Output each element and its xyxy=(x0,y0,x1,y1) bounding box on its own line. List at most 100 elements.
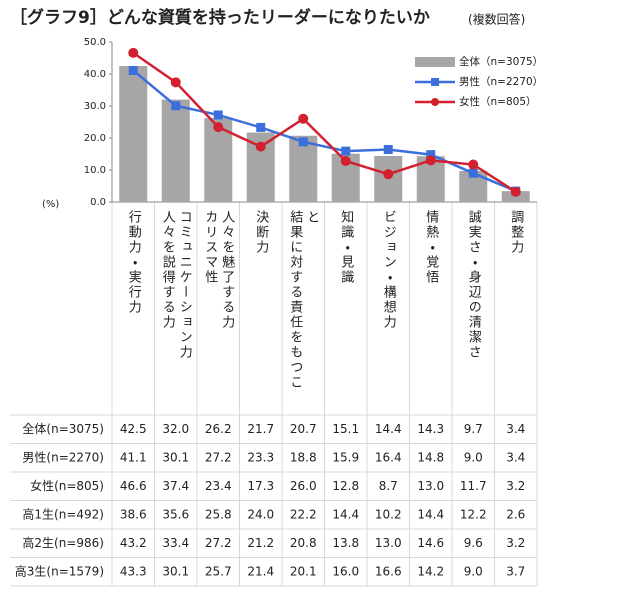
table-cell: 20.8 xyxy=(290,536,317,550)
x-tick-label: 情熱・覚悟 xyxy=(423,210,439,285)
table-cell: 20.7 xyxy=(290,422,317,436)
bar xyxy=(161,99,190,202)
chart-title: ［グラフ9］どんな資質を持ったリーダーになりたいか xyxy=(10,7,430,28)
bar xyxy=(289,135,318,202)
marker xyxy=(383,145,393,155)
table-cell: 20.1 xyxy=(290,564,317,578)
y-axis-label: (%) xyxy=(42,199,59,210)
y-tick-label: 50.0 xyxy=(84,37,106,48)
x-tick-label: カリスマ性 xyxy=(202,210,218,285)
table-cell: 3.2 xyxy=(506,479,525,493)
table-cell: 26.2 xyxy=(205,422,232,436)
table-cell: 14.4 xyxy=(417,507,444,521)
marker xyxy=(171,101,181,111)
bar xyxy=(119,66,148,202)
y-tick-label: 0.0 xyxy=(90,197,106,208)
table-cell: 3.4 xyxy=(506,422,525,436)
table-cell: 14.6 xyxy=(417,536,444,550)
table-cell: 25.8 xyxy=(205,507,232,521)
marker xyxy=(340,156,351,167)
table-cell: 24.0 xyxy=(247,507,274,521)
table-cell: 14.3 xyxy=(417,422,444,436)
legend-marker xyxy=(431,78,439,86)
table-cell: 16.6 xyxy=(375,564,402,578)
legend-marker xyxy=(431,98,439,106)
table-cell: 2.6 xyxy=(506,507,525,521)
x-tick-label: 人々を魅了する力 xyxy=(219,210,235,330)
table-cell: 10.2 xyxy=(375,507,402,521)
table-cell: 23.3 xyxy=(247,450,274,464)
table-cell: 15.1 xyxy=(332,422,359,436)
row-label: 高3生(n=1579) xyxy=(15,564,104,578)
row-label: 高2生(n=986) xyxy=(22,536,104,550)
legend-label: 全体（n=3075） xyxy=(459,55,543,68)
y-tick-label: 30.0 xyxy=(84,101,106,112)
y-tick-label: 10.0 xyxy=(84,165,106,176)
table-cell: 32.0 xyxy=(162,422,189,436)
marker xyxy=(510,186,521,197)
x-tick-label: 誠実さ・身辺の清潔さ xyxy=(466,209,482,360)
marker xyxy=(255,141,266,152)
chart-subtitle: (複数回答) xyxy=(468,12,525,27)
x-tick-label: 調整力 xyxy=(508,210,524,255)
table-cell: 3.4 xyxy=(506,450,525,464)
table-cell: 14.4 xyxy=(375,422,402,436)
table-cell: 43.3 xyxy=(120,564,147,578)
marker xyxy=(341,146,351,156)
marker xyxy=(213,110,223,120)
table-cell: 21.2 xyxy=(247,536,274,550)
table-cell: 13.0 xyxy=(417,479,444,493)
table-cell: 33.4 xyxy=(162,536,189,550)
table-cell: 25.7 xyxy=(205,564,232,578)
table-cell: 14.4 xyxy=(332,507,359,521)
x-tick-label: と xyxy=(304,210,319,225)
line xyxy=(132,51,517,193)
row-label: 全体(n=3075) xyxy=(22,422,104,436)
marker xyxy=(468,159,479,170)
row-label: 高1生(n=492) xyxy=(22,507,104,521)
table-cell: 35.6 xyxy=(162,507,189,521)
marker xyxy=(213,122,224,133)
table-cell: 12.2 xyxy=(460,507,487,521)
table-cell: 30.1 xyxy=(162,450,189,464)
table-cell: 38.6 xyxy=(120,507,147,521)
marker xyxy=(383,169,394,180)
legend-label: 女性（n=805） xyxy=(459,95,537,108)
table-cell: 23.4 xyxy=(205,479,232,493)
legend-swatch xyxy=(415,57,455,67)
x-tick-label: ビジョン・構想力 xyxy=(381,210,397,330)
table-cell: 14.2 xyxy=(417,564,444,578)
table-cell: 21.7 xyxy=(247,422,274,436)
table-cell: 12.8 xyxy=(332,479,359,493)
table-cell: 37.4 xyxy=(162,479,189,493)
table-cell: 21.4 xyxy=(247,564,274,578)
table-cell: 18.8 xyxy=(290,450,317,464)
table-cell: 11.7 xyxy=(460,479,487,493)
marker xyxy=(170,77,181,88)
table-cell: 8.7 xyxy=(379,479,398,493)
marker xyxy=(298,137,308,147)
table-cell: 9.0 xyxy=(464,450,483,464)
x-tick-label: 人々を説得する力 xyxy=(160,210,176,330)
row-label: 男性(n=2270) xyxy=(22,450,104,464)
y-tick-label: 40.0 xyxy=(84,69,106,80)
table-cell: 16.4 xyxy=(375,450,402,464)
table-cell: 15.9 xyxy=(332,450,359,464)
table-cell: 27.2 xyxy=(205,450,232,464)
table-cell: 3.2 xyxy=(506,536,525,550)
marker xyxy=(298,113,309,124)
x-tick-label: コミュニケーション力 xyxy=(177,210,193,360)
table-cell: 43.2 xyxy=(120,536,147,550)
table-cell: 30.1 xyxy=(162,564,189,578)
legend-label: 男性（n=2270） xyxy=(459,75,543,88)
x-tick-label: 行動力・実行力 xyxy=(126,210,142,315)
y-tick-label: 20.0 xyxy=(84,133,106,144)
table-cell: 22.2 xyxy=(290,507,317,521)
table-cell: 14.8 xyxy=(417,450,444,464)
row-label: 女性(n=805) xyxy=(30,479,104,493)
table-cell: 16.0 xyxy=(332,564,359,578)
marker xyxy=(128,65,138,75)
marker xyxy=(425,155,436,166)
